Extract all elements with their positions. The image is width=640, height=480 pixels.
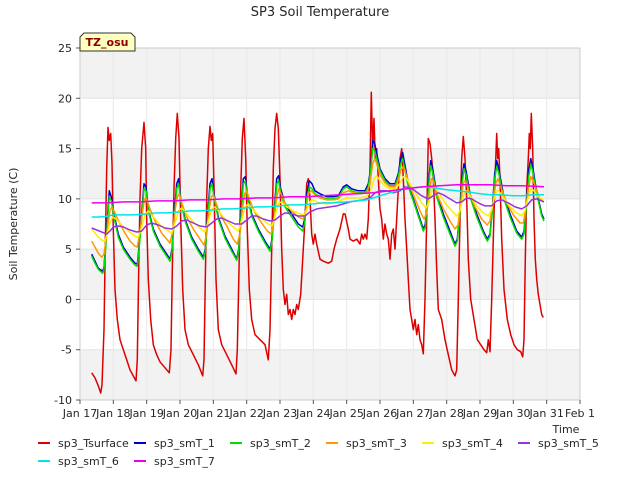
x-tick-label: Jan 28 bbox=[428, 407, 463, 420]
x-tick-label: Jan 22 bbox=[228, 407, 263, 420]
legend-label-sp3_smT_1: sp3_smT_1 bbox=[154, 437, 215, 450]
shaded-band bbox=[80, 48, 580, 99]
tz-annotation: TZ_osu bbox=[79, 32, 136, 52]
series-line-sp3_smT_4 bbox=[91, 174, 544, 242]
y-axis-label: Soil Temperature (C) bbox=[7, 168, 20, 281]
legend-label-sp3_smT_5: sp3_smT_5 bbox=[538, 437, 599, 450]
x-tick-label: Jan 27 bbox=[395, 407, 430, 420]
series-line-sp3_smT_7 bbox=[91, 184, 545, 204]
y-tick-label: -5 bbox=[61, 344, 72, 357]
y-tick-label: 5 bbox=[65, 243, 72, 256]
shaded-band bbox=[80, 148, 580, 199]
chart-title: SP3 Soil Temperature bbox=[251, 5, 389, 20]
series-lines bbox=[91, 91, 545, 394]
series-line-sp3_smT_5 bbox=[91, 186, 545, 235]
y-tick-label: 20 bbox=[58, 92, 72, 105]
plot-area-frame bbox=[79, 47, 581, 401]
tz-annotation-text: TZ_osu bbox=[86, 36, 129, 49]
x-tick-label: Jan 17 bbox=[62, 407, 97, 420]
x-tick-label: Jan 23 bbox=[262, 407, 297, 420]
x-tick-label: Jan 29 bbox=[462, 407, 497, 420]
legend-label-sp3_smT_6: sp3_smT_6 bbox=[58, 455, 119, 468]
y-tick-label: -10 bbox=[54, 394, 72, 407]
x-tick-label: Jan 18 bbox=[95, 407, 130, 420]
x-tick-label: Jan 30 bbox=[495, 407, 530, 420]
x-tick-label: Jan 31 bbox=[528, 407, 563, 420]
legend-label-sp3_smT_2: sp3_smT_2 bbox=[250, 437, 311, 450]
legend: sp3_Tsurface sp3_smT_1 sp3_smT_2 sp3_smT_3 s… bbox=[38, 437, 599, 468]
y-tick-label: 25 bbox=[58, 42, 72, 55]
legend-label-sp3_smT_4: sp3_smT_4 bbox=[442, 437, 503, 450]
legend-label-sp3_Tsurface: sp3_Tsurface bbox=[58, 437, 129, 450]
x-axis-label: Time bbox=[552, 423, 580, 436]
x-tick-label: Jan 19 bbox=[128, 407, 163, 420]
x-tick-label: Jan 24 bbox=[295, 407, 330, 420]
y-tick-label: 0 bbox=[65, 293, 72, 306]
y-tick-label: 15 bbox=[58, 143, 72, 156]
x-tick-label: Jan 21 bbox=[195, 407, 230, 420]
y-tick-label: 10 bbox=[58, 193, 72, 206]
series-line-sp3_smT_6 bbox=[91, 186, 544, 218]
x-tick-label: Jan 20 bbox=[162, 407, 197, 420]
shaded-band bbox=[80, 249, 580, 300]
series-line-sp3_Tsurface bbox=[91, 91, 544, 394]
x-tick-label: Feb 1 bbox=[565, 407, 595, 420]
shaded-band bbox=[80, 349, 580, 400]
tz-annotation-box bbox=[79, 32, 136, 52]
shaded-bands bbox=[80, 48, 580, 400]
x-tick-label: Jan 25 bbox=[328, 407, 363, 420]
legend-label-sp3_smT_7: sp3_smT_7 bbox=[154, 455, 215, 468]
y-axis-ticks: -10 -5 0 5 10 15 20 25 bbox=[54, 42, 80, 407]
legend-label-sp3_smT_3: sp3_smT_3 bbox=[346, 437, 407, 450]
x-tick-label: Jan 26 bbox=[362, 407, 397, 420]
